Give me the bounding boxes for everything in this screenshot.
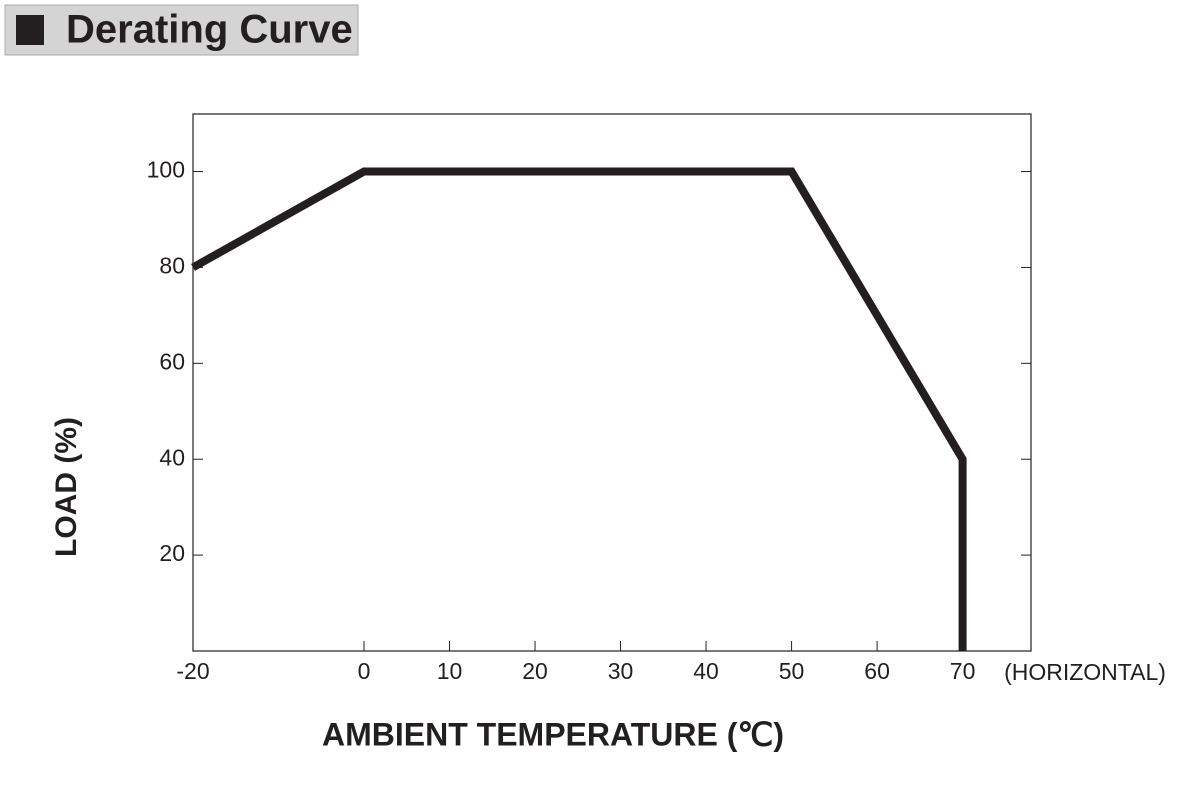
x-tick-label: 70 bbox=[950, 658, 976, 684]
y-tick-label: 20 bbox=[159, 540, 185, 566]
annotation: (HORIZONTAL) bbox=[1004, 659, 1166, 685]
title-bullet bbox=[16, 15, 44, 45]
y-tick-label: 80 bbox=[159, 253, 185, 279]
x-tick-label: 0 bbox=[358, 658, 371, 684]
x-tick-label: 10 bbox=[437, 658, 463, 684]
x-tick-label: 50 bbox=[779, 658, 805, 684]
x-axis-label: AMBIENT TEMPERATURE (℃) bbox=[322, 716, 784, 752]
y-tick-label: 100 bbox=[147, 157, 185, 183]
plot-frame bbox=[192, 113, 1032, 652]
derating-line bbox=[191, 167, 967, 651]
x-tick-label: 60 bbox=[864, 658, 890, 684]
x-tick-label: 30 bbox=[608, 658, 634, 684]
chart-title: Derating Curve bbox=[66, 8, 353, 52]
y-axis-label: LOAD (%) bbox=[50, 417, 83, 557]
y-tick-label: 40 bbox=[159, 444, 185, 470]
title-box bbox=[4, 4, 359, 56]
x-tick-label: -20 bbox=[176, 658, 209, 684]
x-tick-label: 40 bbox=[693, 658, 719, 684]
y-tick-label: 60 bbox=[159, 348, 185, 374]
x-tick-label: 20 bbox=[522, 658, 548, 684]
